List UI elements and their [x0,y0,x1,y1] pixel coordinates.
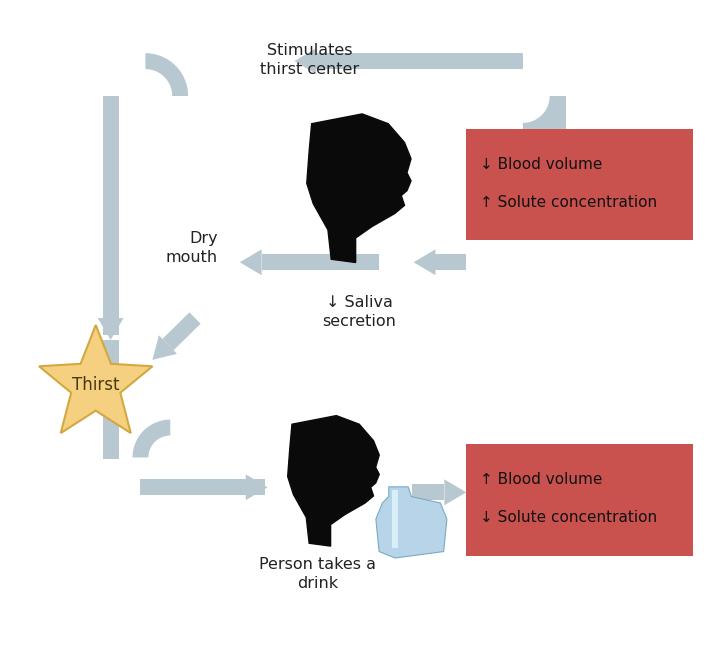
Polygon shape [295,48,316,74]
Text: ↓ Solute concentration: ↓ Solute concentration [480,510,657,525]
Text: Stimulates
thirst center: Stimulates thirst center [260,43,359,78]
Text: ↑ Solute concentration: ↑ Solute concentration [480,195,657,210]
Polygon shape [411,485,445,500]
Polygon shape [39,325,152,433]
Text: Thirst: Thirst [72,375,120,394]
Polygon shape [376,487,447,558]
Text: ↓ Blood volume: ↓ Blood volume [480,157,603,172]
Polygon shape [140,479,265,495]
Polygon shape [549,96,566,146]
Polygon shape [316,53,523,69]
Polygon shape [392,490,399,549]
Text: Person takes a
drink: Person takes a drink [258,557,376,591]
Polygon shape [523,96,566,139]
Text: Dry
mouth: Dry mouth [166,231,218,265]
Polygon shape [413,249,435,275]
Polygon shape [103,458,119,460]
Text: ↑ Blood volume: ↑ Blood volume [480,472,603,487]
Polygon shape [246,474,268,500]
Polygon shape [98,318,124,340]
Polygon shape [162,312,200,350]
Polygon shape [309,53,316,69]
FancyBboxPatch shape [467,129,692,240]
Polygon shape [246,479,250,495]
Polygon shape [435,254,467,270]
Polygon shape [287,415,379,546]
FancyBboxPatch shape [467,445,692,556]
Polygon shape [152,335,177,360]
Polygon shape [103,96,119,318]
Polygon shape [445,479,467,505]
Text: ↓ Saliva
secretion: ↓ Saliva secretion [322,295,396,329]
Polygon shape [132,420,170,458]
Polygon shape [145,53,188,96]
Polygon shape [240,249,262,275]
Polygon shape [103,340,119,460]
Polygon shape [103,318,119,335]
Polygon shape [262,254,379,270]
Polygon shape [307,114,411,263]
